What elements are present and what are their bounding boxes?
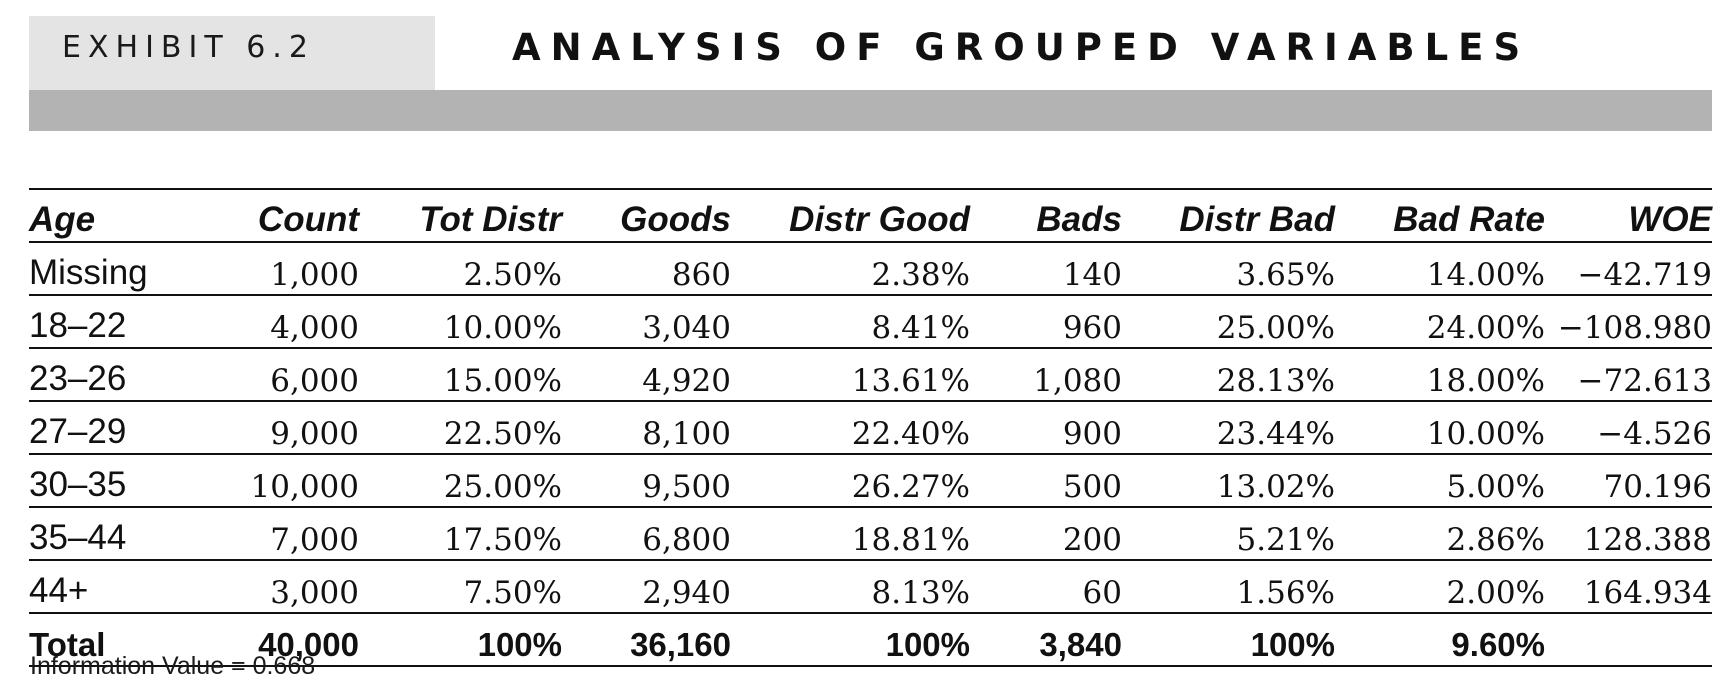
- cell-goods: 8,100: [562, 401, 731, 455]
- cell-distr-bad: 5.21%: [1122, 507, 1335, 561]
- cell-distr-good: 26.27%: [731, 454, 970, 508]
- cell-distr-bad: 1.56%: [1122, 560, 1335, 614]
- column-header-goods: Goods: [562, 188, 731, 243]
- column-header-woe: WOE: [1545, 188, 1712, 243]
- cell-bads: 960: [970, 295, 1122, 349]
- cell-goods: 9,500: [562, 454, 731, 508]
- table-total-row: Total 40,000 100% 36,160 100% 3,840 100%…: [29, 613, 1712, 667]
- cell-bads: 900: [970, 401, 1122, 455]
- cell-tot-distr: 2.50%: [359, 242, 562, 296]
- cell-bads: 500: [970, 454, 1122, 508]
- total-woe: [1545, 613, 1712, 667]
- cell-woe: 128.388: [1545, 507, 1712, 561]
- column-header-count: Count: [196, 188, 359, 243]
- cell-distr-good: 8.41%: [731, 295, 970, 349]
- grouped-variables-table: Age Count Tot Distr Goods Distr Good Bad…: [29, 188, 1712, 667]
- table-header-row: Age Count Tot Distr Goods Distr Good Bad…: [29, 188, 1712, 243]
- cell-distr-bad: 23.44%: [1122, 401, 1335, 455]
- table-row: 23–26 6,000 15.00% 4,920 13.61% 1,080 28…: [29, 348, 1712, 402]
- cell-bad-rate: 24.00%: [1335, 295, 1545, 349]
- cell-distr-bad: 28.13%: [1122, 348, 1335, 402]
- cell-count: 10,000: [196, 454, 359, 508]
- cell-distr-good: 2.38%: [731, 242, 970, 296]
- cell-tot-distr: 17.50%: [359, 507, 562, 561]
- total-bad-rate: 9.60%: [1335, 613, 1545, 667]
- cell-count: 7,000: [196, 507, 359, 561]
- information-value-note: Information Value = 0.668: [30, 652, 316, 680]
- cell-age: Missing: [29, 242, 196, 296]
- total-label: Total: [29, 613, 196, 667]
- column-header-distr-good: Distr Good: [731, 188, 970, 243]
- table-row: 30–35 10,000 25.00% 9,500 26.27% 500 13.…: [29, 454, 1712, 508]
- total-distr-bad: 100%: [1122, 613, 1335, 667]
- cell-bad-rate: 18.00%: [1335, 348, 1545, 402]
- cell-count: 9,000: [196, 401, 359, 455]
- cell-bad-rate: 10.00%: [1335, 401, 1545, 455]
- column-header-age: Age: [29, 188, 196, 243]
- cell-distr-bad: 25.00%: [1122, 295, 1335, 349]
- header-divider-bar: [29, 90, 1712, 131]
- exhibit-label-box: [29, 16, 435, 90]
- table-row: 44+ 3,000 7.50% 2,940 8.13% 60 1.56% 2.0…: [29, 560, 1712, 614]
- cell-woe: 70.196: [1545, 454, 1712, 508]
- table-row: 35–44 7,000 17.50% 6,800 18.81% 200 5.21…: [29, 507, 1712, 561]
- cell-woe: 164.934: [1545, 560, 1712, 614]
- cell-bads: 200: [970, 507, 1122, 561]
- cell-bad-rate: 5.00%: [1335, 454, 1545, 508]
- cell-count: 4,000: [196, 295, 359, 349]
- cell-distr-bad: 3.65%: [1122, 242, 1335, 296]
- total-tot-distr: 100%: [359, 613, 562, 667]
- total-bads: 3,840: [970, 613, 1122, 667]
- table-row: 18–22 4,000 10.00% 3,040 8.41% 960 25.00…: [29, 295, 1712, 349]
- cell-distr-good: 13.61%: [731, 348, 970, 402]
- column-header-bad-rate: Bad Rate: [1335, 188, 1545, 243]
- cell-tot-distr: 7.50%: [359, 560, 562, 614]
- exhibit-title: ANALYSIS OF GROUPED VARIABLES: [512, 26, 1531, 69]
- cell-woe: −108.980: [1545, 295, 1712, 349]
- cell-woe: −42.719: [1545, 242, 1712, 296]
- cell-age: 35–44: [29, 507, 196, 561]
- total-distr-good: 100%: [731, 613, 970, 667]
- cell-bad-rate: 2.00%: [1335, 560, 1545, 614]
- cell-age: 18–22: [29, 295, 196, 349]
- cell-bads: 1,080: [970, 348, 1122, 402]
- cell-goods: 6,800: [562, 507, 731, 561]
- table-row: Missing 1,000 2.50% 860 2.38% 140 3.65% …: [29, 242, 1712, 296]
- cell-goods: 2,940: [562, 560, 731, 614]
- cell-age: 30–35: [29, 454, 196, 508]
- cell-woe: −4.526: [1545, 401, 1712, 455]
- column-header-distr-bad: Distr Bad: [1122, 188, 1335, 243]
- total-goods: 36,160: [562, 613, 731, 667]
- cell-bads: 140: [970, 242, 1122, 296]
- cell-tot-distr: 15.00%: [359, 348, 562, 402]
- cell-count: 6,000: [196, 348, 359, 402]
- column-header-bads: Bads: [970, 188, 1122, 243]
- cell-tot-distr: 25.00%: [359, 454, 562, 508]
- cell-count: 3,000: [196, 560, 359, 614]
- cell-goods: 3,040: [562, 295, 731, 349]
- cell-bad-rate: 2.86%: [1335, 507, 1545, 561]
- cell-count: 1,000: [196, 242, 359, 296]
- cell-tot-distr: 22.50%: [359, 401, 562, 455]
- cell-age: 44+: [29, 560, 196, 614]
- cell-age: 23–26: [29, 348, 196, 402]
- cell-goods: 860: [562, 242, 731, 296]
- cell-distr-good: 22.40%: [731, 401, 970, 455]
- cell-age: 27–29: [29, 401, 196, 455]
- cell-distr-good: 8.13%: [731, 560, 970, 614]
- cell-tot-distr: 10.00%: [359, 295, 562, 349]
- column-header-tot-distr: Tot Distr: [359, 188, 562, 243]
- cell-bad-rate: 14.00%: [1335, 242, 1545, 296]
- cell-bads: 60: [970, 560, 1122, 614]
- cell-distr-bad: 13.02%: [1122, 454, 1335, 508]
- cell-woe: −72.613: [1545, 348, 1712, 402]
- exhibit-label: EXHIBIT 6.2: [62, 30, 315, 65]
- cell-goods: 4,920: [562, 348, 731, 402]
- table-row: 27–29 9,000 22.50% 8,100 22.40% 900 23.4…: [29, 401, 1712, 455]
- cell-distr-good: 18.81%: [731, 507, 970, 561]
- total-count: 40,000: [196, 613, 359, 667]
